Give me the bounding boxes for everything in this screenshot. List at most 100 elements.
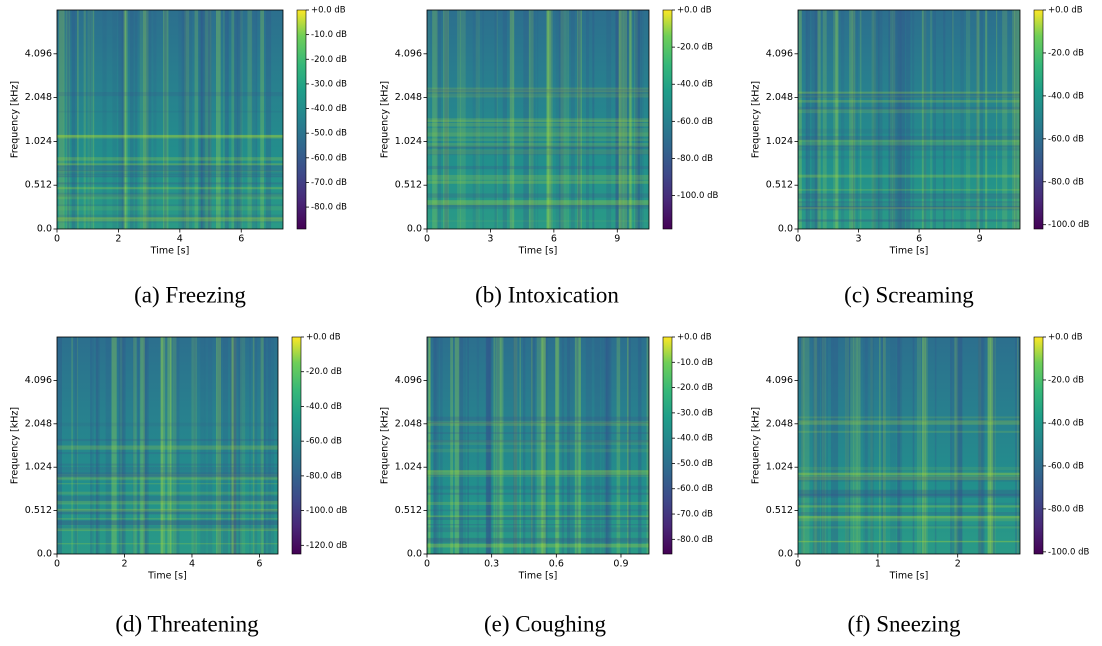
spectrogram-texture: [427, 92, 649, 96]
spectrogram-texture: [427, 473, 649, 478]
spectrogram-texture: [427, 527, 649, 533]
spectrogram-texture: [96, 337, 99, 554]
spectrogram-texture: [965, 10, 971, 229]
spectrogram-texture: [427, 515, 649, 518]
spectrogram-texture: [627, 337, 631, 554]
spectrogram-texture: [427, 205, 649, 210]
spectrogram-texture: [976, 10, 979, 229]
spectrogram-texture: [191, 10, 193, 229]
spectrogram-texture: [427, 439, 649, 443]
spectrogram-texture: [428, 337, 431, 554]
spectrogram-texture: [427, 93, 649, 98]
spectrogram-texture: [502, 10, 507, 229]
spectrogram-texture: [853, 10, 855, 229]
spectrogram-texture: [204, 10, 211, 229]
colorbar: [662, 336, 673, 555]
spectrogram-texture: [59, 10, 64, 229]
spectrogram-texture: [870, 337, 873, 554]
spectrogram-texture: [427, 193, 649, 198]
spectrogram-texture: [835, 10, 839, 229]
plot-frame: [56, 336, 279, 555]
spectrogram-texture: [622, 10, 628, 229]
spectrogram-texture: [264, 337, 269, 554]
colorbar-tick-label: -70.0 dB: [311, 178, 347, 188]
spectrogram-texture: [547, 10, 549, 229]
spectrogram-texture: [888, 10, 892, 229]
spectrogram-texture: [978, 337, 982, 554]
spectrogram-texture: [798, 493, 1020, 497]
spectrogram-texture: [991, 337, 996, 554]
spectrogram-texture: [542, 337, 548, 554]
spectrogram-texture: [833, 337, 839, 554]
x-tick-label: 0: [795, 234, 801, 245]
colorbar-tick-label: -20.0 dB: [677, 43, 713, 53]
spectrogram-texture: [890, 10, 894, 229]
spectrogram-texture: [817, 10, 821, 229]
caption: (a) Freezing: [134, 282, 246, 307]
spectrogram-texture: [178, 10, 184, 229]
spectrogram-texture: [616, 337, 621, 554]
caption: (d) Threatening: [115, 611, 259, 636]
spectrogram-texture: [260, 337, 262, 554]
spectrogram-texture: [57, 110, 283, 113]
x-tick-label: 6: [238, 234, 244, 245]
spectrogram-texture: [536, 10, 539, 229]
spectrogram-texture: [427, 150, 649, 156]
spectrogram-texture: [933, 10, 936, 229]
spectrogram-texture: [576, 10, 582, 229]
spectrogram-texture: [182, 10, 187, 229]
spectrogram-texture: [123, 10, 126, 229]
colorbar-tick-label: -60.0 dB: [1048, 461, 1084, 471]
spectrogram-texture: [460, 10, 466, 229]
x-tick-label: 0.9: [613, 559, 628, 570]
spectrogram-texture: [208, 10, 212, 229]
spectrogram-texture: [89, 10, 92, 229]
spectrogram-texture: [806, 10, 810, 229]
y-tick-label: 1.024: [766, 136, 793, 147]
spectrogram-texture: [798, 206, 1020, 211]
spectrogram-texture: [923, 10, 927, 229]
colorbar-tick-label: -120.0 dB: [306, 541, 347, 551]
spectrogram-texture: [558, 10, 564, 229]
spectrogram-texture: [798, 193, 1020, 195]
spectrogram-texture: [798, 475, 1020, 479]
spectrogram-texture: [57, 134, 283, 139]
spectrogram-texture: [822, 10, 827, 229]
spectrogram-texture: [545, 337, 547, 554]
spectrogram-texture: [57, 543, 278, 545]
spectrogram-texture: [616, 10, 619, 229]
spectrogram-texture: [798, 135, 1020, 141]
spectrogram-texture: [57, 520, 278, 525]
spectrogram-texture: [523, 337, 526, 554]
colorbar-tick-label: -40.0 dB: [677, 434, 713, 444]
colorbar-tick-label: -60.0 dB: [311, 153, 347, 163]
spectrogram-texture: [798, 140, 1020, 146]
spectrogram-texture: [486, 337, 492, 554]
spectrogram-texture: [57, 438, 278, 442]
caption: (b) Intoxication: [475, 282, 619, 307]
spectrogram-texture: [619, 10, 623, 229]
spectrogram-texture: [230, 337, 236, 554]
colorbar: [291, 336, 302, 555]
spectrogram-texture: [567, 10, 569, 229]
y-axis-label: Frequency [kHz]: [10, 81, 21, 158]
spectrogram-texture: [102, 10, 107, 229]
spectrogram-texture: [856, 337, 859, 554]
spectrogram-texture: [1002, 10, 1008, 229]
x-tick-label: 2: [955, 559, 961, 570]
spectrogram-texture: [133, 337, 137, 554]
spectrogram-texture: [176, 337, 180, 554]
spectrogram-texture: [427, 120, 649, 122]
spectrogram-texture: [57, 217, 283, 220]
spectrogram-texture: [877, 10, 880, 229]
spectrogram-texture: [803, 337, 810, 554]
colorbar-tick-label: -50.0 dB: [311, 129, 347, 139]
spectrogram-texture: [872, 10, 875, 229]
spectrogram-texture: [536, 337, 543, 554]
x-axis-label: Time [s]: [518, 571, 558, 582]
spectrogram-texture: [555, 337, 559, 554]
spectrogram-texture: [1015, 10, 1018, 229]
spectrogram-texture: [67, 10, 70, 229]
spectrogram-texture: [859, 10, 862, 229]
spectrogram-texture: [956, 337, 963, 554]
